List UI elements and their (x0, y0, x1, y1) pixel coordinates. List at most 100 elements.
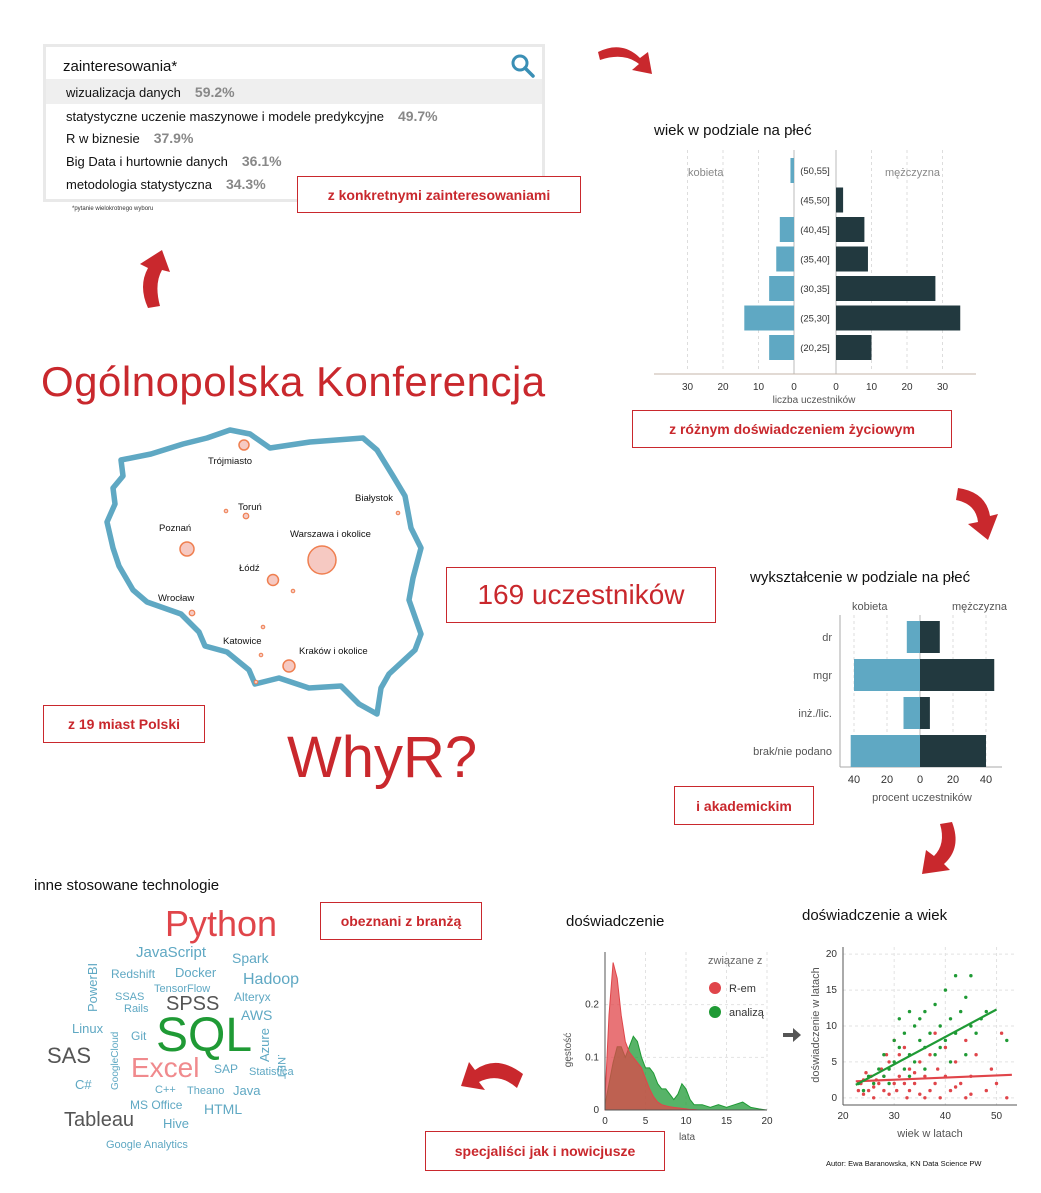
scatter-point (969, 1024, 973, 1028)
scatter-point (948, 1060, 953, 1064)
tech-word: Theano (187, 1085, 225, 1097)
tech-word: AWS (241, 1007, 273, 1023)
tick-label: 0 (831, 1093, 837, 1104)
scatter-point (918, 1017, 922, 1021)
scatter-point (864, 1071, 868, 1075)
tick-label: (20,25] (800, 343, 830, 354)
search-item-label: metodologia statystyczna (66, 177, 212, 192)
scatter-point (912, 1081, 917, 1086)
bar (779, 217, 794, 242)
tick-label: 40 (848, 774, 860, 786)
scatter-point (897, 1053, 901, 1057)
edu-chart: kobieta mężczyzna dr mgr inż./lic. brak/nie p… (753, 601, 1008, 804)
tech-word: Linux (72, 1021, 104, 1036)
city-label: Poznań (159, 523, 191, 534)
scatter-point (964, 1038, 968, 1043)
tech-word: SSAS (115, 991, 145, 1003)
tech-word: Docker (175, 965, 217, 980)
tick-label: 50 (991, 1111, 1003, 1122)
tech-word: Statistica (249, 1066, 294, 1078)
bar (906, 621, 920, 653)
search-item[interactable]: R w biznesie 37.9% (66, 130, 193, 146)
tech-word: Google Analytics (106, 1139, 188, 1151)
scatter-point (989, 1067, 994, 1071)
tech-word: Alteryx (234, 990, 271, 1004)
tech-word: JavaScript (136, 944, 207, 961)
tick-label: 20 (947, 774, 959, 786)
axis-label: lata (679, 1132, 696, 1143)
poland-map: Trójmiasto Toruń Białystok Poznań Warsza… (104, 427, 424, 717)
tick-label: 40 (940, 1111, 952, 1122)
legend-marker (709, 1006, 721, 1018)
bar (776, 246, 794, 272)
axis-label: gęstość (563, 1033, 574, 1067)
search-query[interactable]: zainteresowania* (63, 58, 178, 75)
scatter-point (974, 1053, 978, 1057)
scatter-chart: 20 30 40 50 0 5 10 15 20 wiek w latach doświadczen… (810, 947, 1017, 1140)
tick-label: 30 (937, 382, 949, 393)
scatter-point (928, 1088, 932, 1093)
search-item[interactable]: Big Data i hurtownie danych 36.1% (66, 153, 282, 169)
tick-label: 10 (680, 1116, 692, 1127)
tick-label: 0 (602, 1116, 608, 1127)
tick-label: 20 (826, 949, 838, 960)
bar (836, 276, 936, 301)
scatter-point (959, 1009, 963, 1014)
scatter-point (912, 1024, 917, 1028)
scatter-point (918, 1060, 922, 1064)
bar (836, 305, 961, 331)
scatter-point (964, 995, 968, 999)
bar (920, 659, 995, 691)
scatter-point (902, 1045, 907, 1050)
tick-label: 15 (721, 1116, 733, 1127)
tick-label: mgr (813, 670, 832, 682)
scatter-point (887, 1081, 891, 1086)
tick-label: inż./lic. (798, 708, 832, 720)
tick-label: (30,35] (800, 284, 830, 295)
scatter-point (1005, 1038, 1009, 1043)
tech-word: Tableau (64, 1109, 135, 1131)
scatter-point (964, 1096, 968, 1100)
whyr-title: WhyR? (287, 725, 478, 790)
tech-word: SPSS (166, 993, 220, 1015)
scatter-point (959, 1081, 963, 1086)
age-chart: kobieta mężczyzna (50,55] (45,50] (40,45] (35… (654, 150, 976, 406)
tick-label: 0 (833, 382, 839, 393)
scatter-point (943, 988, 948, 992)
tech-word: Hive (163, 1116, 190, 1131)
scatter-point (872, 1081, 876, 1086)
tick-label: 20 (837, 1111, 849, 1122)
search-item[interactable]: statystyczne uczenie maszynowe i modele … (66, 108, 438, 124)
scatter-point (974, 1031, 978, 1035)
scatter-point (964, 1053, 968, 1057)
search-item[interactable]: wizualizacja danych 59.2% (66, 84, 235, 100)
tick-label: 0.1 (585, 1052, 599, 1063)
scatter-point (887, 1060, 891, 1064)
tick-label: 5 (831, 1057, 837, 1068)
scatter-point (882, 1074, 886, 1078)
tech-word: Spark (232, 950, 269, 966)
axis-label: wiek w latach (896, 1128, 962, 1140)
scatter-point (933, 1053, 937, 1057)
search-icon[interactable] (510, 53, 536, 79)
scatter-point (948, 1088, 953, 1093)
search-item-pct: 34.3% (225, 176, 266, 192)
scatter-point (877, 1081, 881, 1086)
tech-word: GoogleCloud (110, 1031, 121, 1090)
callout-industry: obeznani z branżą (320, 902, 482, 940)
scatter-point (902, 1031, 907, 1035)
tick-label: 30 (682, 382, 694, 393)
scatter-point (928, 1031, 932, 1035)
bar (850, 735, 920, 767)
scatter-point (923, 1096, 927, 1100)
tech-word: SAS (47, 1043, 92, 1068)
tech-word: Python (165, 903, 278, 944)
arrow-icon (140, 250, 170, 308)
search-item-label: statystyczne uczenie maszynowe i modele … (66, 109, 384, 124)
tech-word: SAP (214, 1062, 239, 1076)
search-item[interactable]: metodologia statystyczna 34.3% (66, 176, 266, 192)
bar (769, 276, 794, 301)
tick-label: 30 (889, 1111, 901, 1122)
scatter-point (928, 1053, 932, 1057)
tick-label: (45,50] (800, 196, 830, 207)
